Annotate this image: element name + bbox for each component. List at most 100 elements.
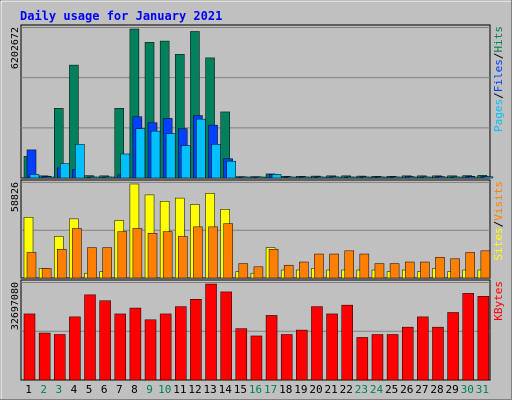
x-tick-label: 17 [264,383,277,396]
bar-pages [105,176,115,179]
bar-sites [329,253,339,279]
bar-sites [435,256,445,279]
bar-kbytes [311,306,323,381]
legend-entry: / [492,221,505,228]
x-tick-label: 11 [173,383,186,396]
x-tick-label: 12 [188,383,201,396]
bar-kbytes [54,334,66,381]
bar-sites [26,252,37,279]
bar-kbytes [417,316,429,381]
y-max-label: 58826 [10,182,21,212]
bar-pages [317,176,327,179]
legend-entry: / [492,92,505,99]
bar-kbytes [250,335,263,381]
legend-entry: Hits [492,26,505,53]
bar-sites [299,261,309,279]
bar-sites [57,248,67,279]
legend-entry: Files [492,59,505,92]
x-tick-label: 10 [158,383,171,396]
x-tick-label: 23 [355,383,368,396]
bar-kbytes [84,294,96,381]
bar-kbytes [129,307,142,381]
x-tick-label: 19 [294,383,307,396]
bar-sites [283,264,294,279]
bar-pages [60,163,70,179]
bar-sites [87,247,97,279]
x-tick-label: 2 [40,383,47,396]
bar-kbytes [265,315,278,381]
bar-pages [286,176,297,179]
legend-entry: Pages [492,99,505,132]
y-max-label: 6202672 [10,27,21,69]
bar-pages [75,144,85,179]
bar-pages [271,174,282,179]
bar-kbytes [371,334,384,381]
bar-kbytes [23,313,36,381]
bar-sites [208,226,218,279]
bar-sites [480,250,491,279]
bar-pages [120,153,131,179]
y-max-label: 32697080 [10,282,21,330]
legend: Pages/Files/Hits [492,26,505,132]
bar-files [26,149,37,179]
bar-pages [302,176,312,179]
bar-pages [181,145,191,179]
bar-kbytes [356,337,369,381]
bar-sites [420,261,430,279]
bar-sites [374,263,385,279]
x-tick-label: 5 [86,383,93,396]
legend: KBytes [492,281,505,321]
legend-entry: Visits [492,181,505,221]
legend-entry: Sites [492,227,505,260]
bar-kbytes [144,319,157,381]
x-tick-label: 6 [101,383,108,396]
x-tick-label: 3 [56,383,63,396]
bar-pages [423,176,433,179]
x-tick-label: 27 [415,383,428,396]
bar-kbytes [280,334,293,381]
bar-pages [468,176,478,179]
x-tick-label: 21 [325,383,338,396]
x-tick-label: 14 [219,383,233,396]
x-tick-label: 28 [430,383,443,396]
x-tick-label: 1 [25,383,32,396]
bar-kbytes [220,291,232,381]
x-tick-label: 29 [446,383,459,396]
x-tick-label: 30 [461,383,474,396]
bar-pages [453,176,463,179]
plot-area [20,24,491,179]
bar-sites [102,247,112,279]
bar-kbytes [38,332,51,381]
x-tick-label: 26 [400,383,413,396]
bar-sites [253,266,264,279]
bar-pages [90,176,100,179]
bar-sites [117,231,128,279]
bar-kbytes [190,299,202,381]
bar-kbytes [462,293,474,381]
bar-pages [256,176,267,179]
bar-kbytes [447,312,459,381]
x-tick-label: 4 [71,383,78,396]
x-tick-label: 16 [249,383,262,396]
bar-kbytes [175,306,187,381]
legend: Sites/Visits [492,181,505,261]
legend-entry: KBytes [492,281,505,321]
bar-pages [407,176,418,179]
bar-sites [359,253,370,279]
bar-kbytes [432,326,444,381]
bar-kbytes [205,283,217,381]
bar-sites [147,233,158,279]
x-tick-label: 9 [146,383,153,396]
bar-kbytes [114,313,127,381]
bar-kbytes [401,326,414,381]
bar-pages [44,176,55,179]
bar-pages [483,176,494,179]
bar-pages [226,160,236,179]
x-tick-label: 31 [476,383,489,396]
bar-sites [404,261,415,279]
bar-pages [392,176,403,179]
bar-pages [196,118,206,179]
bar-sites [344,250,354,279]
bar-sites [72,228,82,279]
bar-kbytes [296,329,308,381]
